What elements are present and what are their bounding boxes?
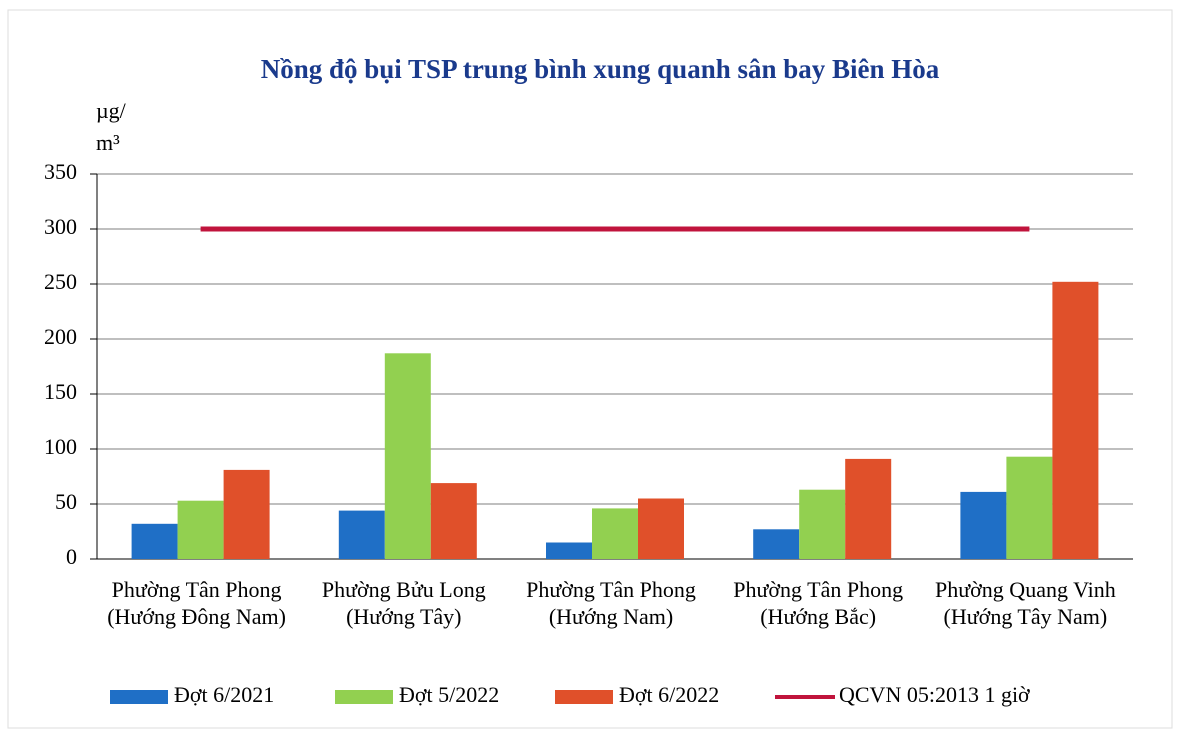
- legend-swatch: [555, 690, 613, 704]
- legend-swatch: [110, 690, 168, 704]
- bar: [753, 529, 800, 559]
- y-tick-label: 50: [55, 489, 77, 514]
- x-tick-label: Phường Tân Phong (Hướng Đông Nam): [107, 577, 286, 629]
- bar: [177, 500, 224, 559]
- bar: [430, 483, 477, 559]
- y-tick-label: 250: [44, 269, 77, 294]
- x-tick-label: Phường Bửu Long (Hướng Tây): [321, 577, 486, 629]
- bar: [592, 508, 638, 559]
- x-tick-label: Phường Tân Phong (Hướng Nam): [526, 577, 696, 629]
- frame: [7, 9, 1173, 729]
- y-axis-label: µg/: [96, 98, 126, 123]
- y-tick-label: 0: [66, 544, 77, 569]
- bar: [384, 353, 431, 559]
- bar: [1006, 456, 1053, 559]
- y-tick-label: 150: [44, 379, 77, 404]
- legend-swatch: [335, 690, 393, 704]
- bar: [223, 469, 270, 559]
- bar: [960, 491, 1007, 559]
- y-tick-label: 350: [44, 159, 77, 184]
- y-tick-label: 100: [44, 434, 77, 459]
- bar: [338, 510, 385, 559]
- chart-title: Nồng độ bụi TSP trung bình xung quanh sâ…: [261, 54, 940, 84]
- bar: [799, 489, 846, 559]
- x-tick-label: Phường Quang Vinh (Hướng Tây Nam): [935, 577, 1116, 629]
- legend-label: QCVN 05:2013 1 giờ: [839, 682, 1030, 707]
- legend-label: Đợt 5/2022: [399, 682, 499, 707]
- legend-label: Đợt 6/2022: [619, 682, 719, 707]
- y-axis-label: m³: [96, 130, 120, 155]
- y-tick-label: 300: [44, 214, 77, 239]
- bar: [638, 498, 684, 559]
- y-tick-label: 200: [44, 324, 77, 349]
- bar: [546, 542, 592, 559]
- bar: [1052, 281, 1099, 559]
- bar: [845, 458, 892, 559]
- x-tick-label: Phường Tân Phong (Hướng Bắc): [733, 577, 904, 629]
- bar: [131, 523, 178, 559]
- legend-label: Đợt 6/2021: [174, 682, 274, 707]
